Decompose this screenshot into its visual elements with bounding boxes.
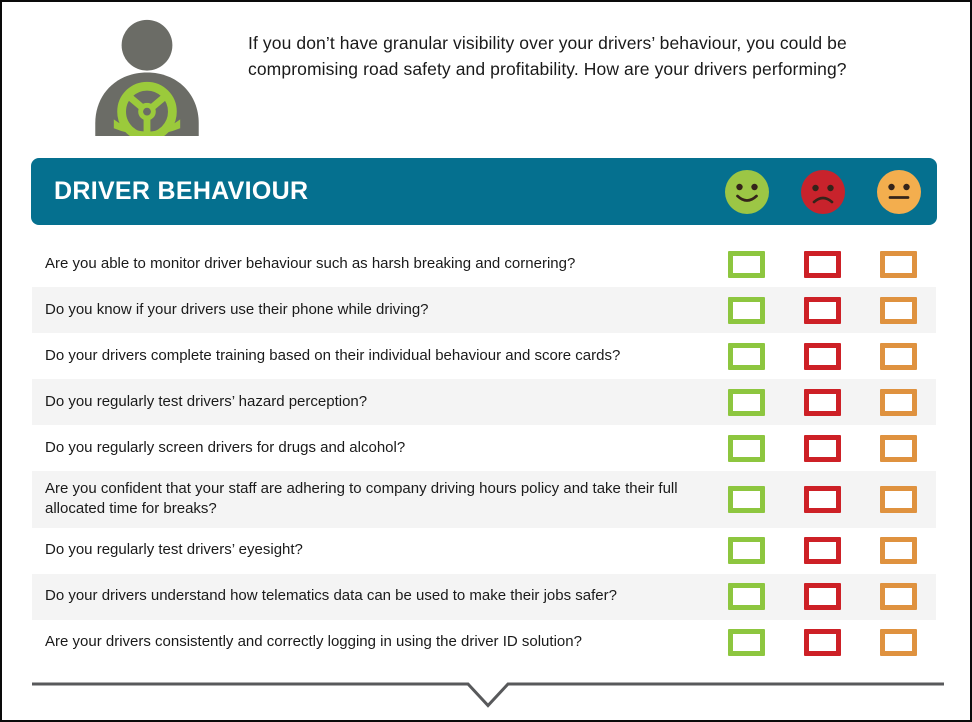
question-row: Are your drivers consistently and correc… [32, 619, 936, 666]
checkbox-sad[interactable] [803, 296, 841, 324]
checkbox-neutral[interactable] [879, 537, 917, 564]
answer-checkboxes [708, 333, 936, 379]
checkbox-happy[interactable] [727, 342, 765, 370]
checkbox-happy[interactable] [727, 434, 765, 462]
rating-columns [709, 158, 937, 225]
checkbox-sad[interactable] [803, 342, 841, 370]
question-row: Do you know if your drivers use their ph… [32, 287, 936, 333]
question-text: Are you confident that your staff are ad… [45, 480, 678, 518]
bottom-divider [32, 682, 944, 708]
happy-face-icon [709, 169, 785, 214]
answer-checkboxes [708, 471, 936, 528]
answer-checkboxes [708, 425, 936, 471]
question-text: Are you able to monitor driver behaviour… [45, 254, 576, 272]
checkbox-sad[interactable] [803, 250, 841, 278]
question-row: Do you regularly test drivers’ hazard pe… [32, 379, 936, 425]
question-text: Do your drivers complete training based … [45, 346, 621, 364]
checkbox-sad[interactable] [803, 434, 841, 462]
question-text: Are your drivers consistently and correc… [45, 633, 582, 651]
checkbox-neutral[interactable] [879, 629, 917, 656]
intro-text: If you don’t have granular visibility ov… [248, 33, 847, 80]
checkbox-sad[interactable] [803, 537, 841, 564]
checkbox-neutral[interactable] [879, 583, 917, 610]
checkbox-happy[interactable] [727, 629, 765, 656]
question-text: Do you know if your drivers use their ph… [45, 300, 429, 318]
checkbox-sad[interactable] [803, 388, 841, 416]
intro-section: If you don’t have granular visibility ov… [2, 2, 970, 136]
answer-checkboxes [708, 241, 936, 287]
question-row: Do you regularly test drivers’ eyesight? [32, 527, 936, 574]
question-row: Do your drivers understand how telematic… [32, 573, 936, 620]
checkbox-neutral[interactable] [879, 250, 917, 278]
question-row: Are you confident that your staff are ad… [32, 471, 936, 528]
question-row: Do your drivers complete training based … [32, 333, 936, 379]
section-title: DRIVER BEHAVIOUR [54, 177, 309, 205]
checkbox-happy[interactable] [727, 250, 765, 278]
answer-checkboxes [708, 287, 936, 333]
checkbox-neutral[interactable] [879, 434, 917, 462]
question-text: Do you regularly screen drivers for drug… [45, 438, 406, 456]
checkbox-sad[interactable] [803, 485, 841, 513]
question-text: Do you regularly test drivers’ eyesight? [45, 541, 303, 559]
answer-checkboxes [708, 379, 936, 425]
question-row: Are you able to monitor driver behaviour… [32, 241, 936, 287]
checkbox-happy[interactable] [727, 296, 765, 324]
question-list: Are you able to monitor driver behaviour… [32, 241, 936, 666]
checkbox-happy[interactable] [727, 537, 765, 564]
answer-checkboxes [708, 528, 936, 574]
question-text: Do your drivers understand how telematic… [45, 587, 617, 605]
answer-checkboxes [708, 620, 936, 666]
checkbox-neutral[interactable] [879, 485, 917, 513]
question-text: Do you regularly test drivers’ hazard pe… [45, 392, 368, 410]
checkbox-happy[interactable] [727, 388, 765, 416]
checkbox-neutral[interactable] [879, 342, 917, 370]
section-header: DRIVER BEHAVIOUR [31, 158, 937, 225]
checkbox-happy[interactable] [727, 485, 765, 513]
neutral-face-icon [861, 169, 937, 214]
checkbox-neutral[interactable] [879, 388, 917, 416]
checkbox-neutral[interactable] [879, 296, 917, 324]
sad-face-icon [785, 169, 861, 214]
driver-avatar-icon [88, 14, 206, 136]
checkbox-sad[interactable] [803, 629, 841, 656]
answer-checkboxes [708, 574, 936, 620]
checkbox-happy[interactable] [727, 583, 765, 610]
checkbox-sad[interactable] [803, 583, 841, 610]
question-row: Do you regularly screen drivers for drug… [32, 425, 936, 471]
